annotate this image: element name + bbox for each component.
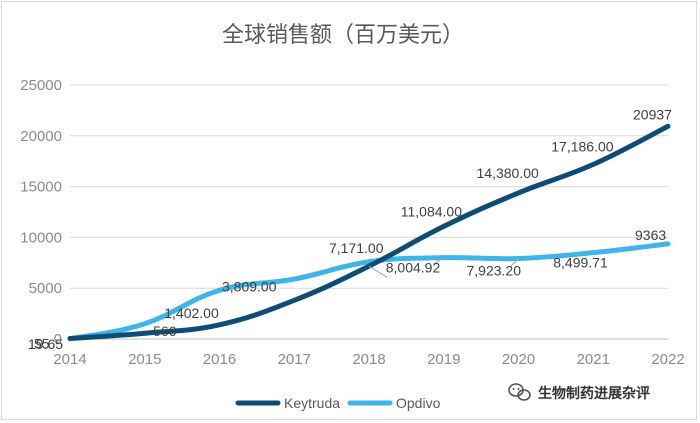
data-label-keytruda: 3,809.00 xyxy=(222,278,277,294)
legend-label-keytruda: Keytruda xyxy=(284,395,340,411)
data-label-opdivo: 7,923.20 xyxy=(467,263,522,279)
data-label-keytruda: 11,084.00 xyxy=(401,203,462,219)
y-tick-label: 20000 xyxy=(20,128,62,145)
leader-line xyxy=(368,265,388,278)
x-tick-label: 2015 xyxy=(128,351,161,368)
wechat-icon xyxy=(508,383,531,401)
data-label-keytruda: 566 xyxy=(153,323,177,339)
data-label-keytruda: 20937 xyxy=(633,106,672,122)
legend: Keytruda Opdivo xyxy=(235,395,441,411)
leader-line xyxy=(510,258,519,267)
y-tick-label: 25000 xyxy=(20,77,62,94)
watermark: 生物制药进展杂评 xyxy=(508,383,650,402)
x-tick-label: 2020 xyxy=(502,351,535,368)
y-tick-label: 10000 xyxy=(20,229,62,246)
y-tick-label: 5000 xyxy=(29,280,62,297)
x-tick-label: 2017 xyxy=(278,351,311,368)
data-label-opdivo: 8,499.71 xyxy=(553,255,608,271)
chart-title: 全球销售额（百万美元） xyxy=(222,23,464,48)
series-lines xyxy=(67,123,671,342)
x-tick-label: 2021 xyxy=(577,351,610,368)
x-tick-label: 2019 xyxy=(427,351,460,368)
y-tick-label: 0 xyxy=(54,331,62,348)
series-line-opdivo xyxy=(67,241,671,342)
data-label-opdivo: 9363 xyxy=(635,227,666,243)
x-tick-label: 2016 xyxy=(203,351,236,368)
x-tick-label: 2018 xyxy=(352,351,385,368)
data-label-keytruda: 7,171.00 xyxy=(329,240,384,256)
data-label-opdivo: 19.65 xyxy=(28,336,63,352)
data-label-keytruda: 14,380.00 xyxy=(477,165,539,181)
legend-label-opdivo: Opdivo xyxy=(396,395,441,411)
data-label-keytruda: 17,186.00 xyxy=(551,138,613,154)
data-label-opdivo: 8,004.92 xyxy=(386,260,441,276)
y-tick-label: 15000 xyxy=(20,179,62,196)
data-label-keytruda: 1,402.00 xyxy=(164,305,219,321)
x-tick-label: 2014 xyxy=(53,351,86,368)
data-labels: 55 566 1,402.003,809.00 7,171.00 11,084.00 14… xyxy=(28,106,672,352)
series-line-keytruda xyxy=(67,123,671,341)
axes: 0 5000 10000 15000 20000 25000 2014 2015 2016 201… xyxy=(20,77,684,368)
x-tick-label: 2022 xyxy=(651,351,684,368)
watermark-text: 生物制药进展杂评 xyxy=(538,385,650,402)
leader-line xyxy=(433,257,445,265)
grid-lines xyxy=(70,84,668,289)
data-label-keytruda: 55 xyxy=(34,335,50,351)
